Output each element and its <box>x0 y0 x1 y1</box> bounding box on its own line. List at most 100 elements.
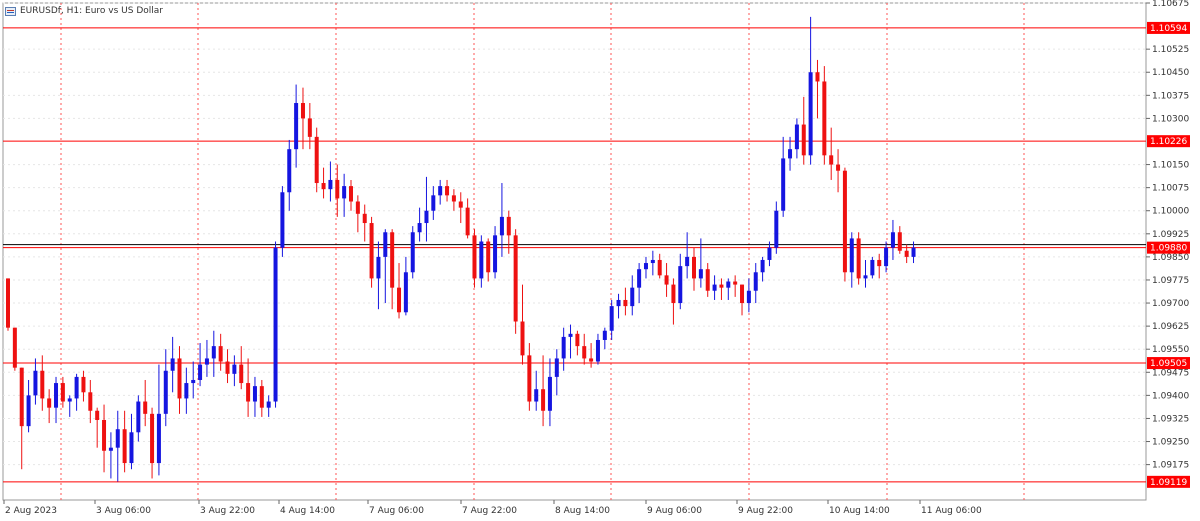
bull-candle <box>156 413 161 464</box>
y-tick-label: 1.10450 <box>1152 68 1189 78</box>
bear-candle <box>143 401 148 414</box>
bear-candle <box>102 419 107 451</box>
price-label: 1.09505 <box>1150 359 1187 369</box>
bull-candle <box>26 395 31 427</box>
bull-candle <box>863 275 868 279</box>
price-label-bg <box>1147 21 1190 34</box>
bear-candle <box>822 81 827 156</box>
bear-candle <box>506 216 511 236</box>
bull-candle <box>643 263 648 270</box>
bear-candle <box>719 284 724 288</box>
x-tick-label: 3 Aug 06:00 <box>96 506 151 516</box>
bull-candle <box>115 429 120 448</box>
y-tick-label: 1.10000 <box>1152 207 1189 217</box>
x-tick-label: 7 Aug 06:00 <box>369 506 424 516</box>
bull-candle <box>493 235 498 273</box>
bull-candle <box>678 266 683 304</box>
y-tick-label: 1.09550 <box>1152 345 1189 355</box>
price-label: 1.09880 <box>1150 244 1187 254</box>
y-tick-label: 1.10525 <box>1152 45 1189 55</box>
bull-candle <box>746 290 751 304</box>
y-tick-label: 1.09400 <box>1152 391 1189 401</box>
bull-candle <box>403 272 408 313</box>
y-tick-label: 1.10375 <box>1152 91 1189 101</box>
bear-candle <box>657 259 662 276</box>
bear-candle <box>472 235 477 279</box>
bear-candle <box>225 361 230 374</box>
bull-candle <box>568 333 573 337</box>
bull-candle <box>794 124 799 150</box>
bear-candle <box>355 201 360 214</box>
bull-candle <box>294 103 299 150</box>
y-tick-label: 1.09925 <box>1152 230 1189 240</box>
bull-candle <box>184 383 189 399</box>
bear-candle <box>671 284 676 304</box>
bear-candle <box>465 207 470 236</box>
bear-candle <box>60 383 65 402</box>
bull-candle <box>870 259 875 276</box>
x-tick-label: 4 Aug 14:00 <box>280 506 335 516</box>
bear-candle <box>664 275 669 285</box>
bull-candle <box>685 256 690 267</box>
bear-candle <box>589 358 594 362</box>
bull-candle <box>163 370 168 414</box>
bull-candle <box>266 401 271 408</box>
bull-candle <box>342 186 347 199</box>
bull-candle <box>170 358 175 371</box>
bull-candle <box>67 398 72 402</box>
bull-candle <box>273 247 278 402</box>
price-label: 1.10594 <box>1150 24 1187 34</box>
bear-candle <box>486 241 491 273</box>
bear-candle <box>239 364 244 384</box>
bear-candle <box>692 256 696 279</box>
y-tick-label: 1.09475 <box>1152 368 1189 378</box>
x-tick-label: 8 Aug 14:00 <box>555 506 610 516</box>
chart-title: EURUSDf, H1: Euro vs US Dollar <box>20 6 163 16</box>
x-tick-label: 2 Aug 2023 <box>5 506 57 516</box>
bull-candle <box>74 376 79 399</box>
bear-candle <box>300 103 305 119</box>
bull-candle <box>781 158 786 211</box>
bull-candle <box>232 364 237 374</box>
x-tick-label: 11 Aug 06:00 <box>921 506 982 516</box>
bear-candle <box>897 232 902 251</box>
bear-candle <box>904 250 909 257</box>
price-label: 1.10226 <box>1150 137 1187 147</box>
bull-candle <box>637 269 642 288</box>
bear-candle <box>623 299 628 307</box>
y-tick-label: 1.10075 <box>1152 184 1189 194</box>
bear-candle <box>740 284 745 304</box>
bull-candle <box>534 389 539 402</box>
bear-candle <box>369 223 374 279</box>
bear-candle <box>836 164 841 171</box>
x-tick-label: 9 Aug 06:00 <box>647 506 702 516</box>
bull-candle <box>479 241 484 279</box>
bull-candle <box>376 256 381 279</box>
bull-candle <box>602 330 607 340</box>
bull-candle <box>595 339 600 362</box>
bull-candle <box>911 247 916 257</box>
bear-candle <box>12 327 17 368</box>
bull-candle <box>383 232 388 257</box>
bull-candle <box>726 281 731 288</box>
bear-candle <box>88 392 93 411</box>
price-label-bg <box>1147 475 1190 488</box>
bull-candle <box>431 195 436 211</box>
bull-candle <box>54 383 59 408</box>
bull-candle <box>547 376 552 411</box>
price-label-bg <box>1147 135 1190 148</box>
bull-candle <box>609 306 614 331</box>
bull-candle <box>760 259 765 273</box>
bear-candle <box>575 333 580 347</box>
bull-candle <box>698 269 703 279</box>
bear-candle <box>877 259 882 267</box>
y-tick-label: 1.09850 <box>1152 253 1189 263</box>
bear-candle <box>218 346 223 362</box>
bear-candle <box>397 287 402 313</box>
bull-candle <box>328 179 333 190</box>
bull-candle <box>616 299 621 307</box>
x-tick-label: 7 Aug 22:00 <box>462 506 517 516</box>
bull-candle <box>890 232 895 248</box>
